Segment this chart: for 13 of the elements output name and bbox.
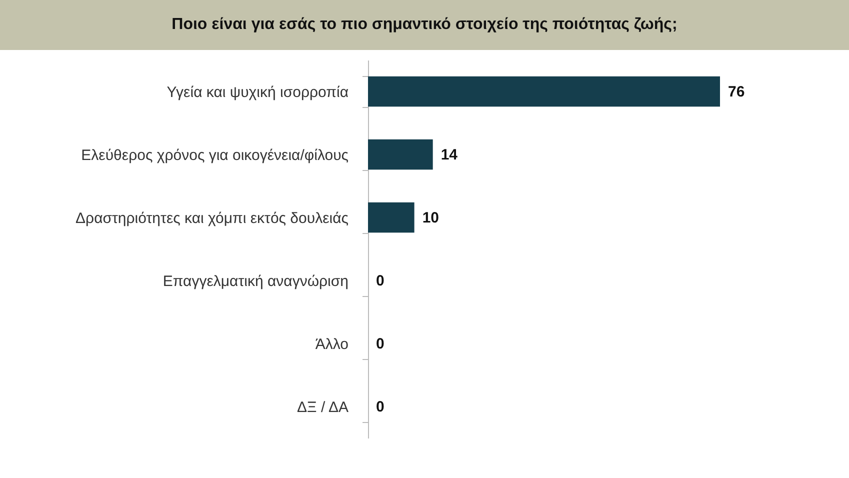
y-tick-label: Ελεύθερος χρόνος για οικογένεια/φίλους	[81, 147, 348, 164]
y-tick-label: Δραστηριότητες και χόμπι εκτός δουλειάς	[76, 210, 348, 227]
y-tick-label: Άλλο	[315, 336, 348, 353]
data-label: 0	[376, 272, 384, 290]
y-tick-label: Υγεία και ψυχική ισορροπία	[166, 84, 349, 101]
data-label: 76	[728, 84, 745, 100]
y-tick-label: Επαγγελματική αναγνώριση	[162, 273, 348, 290]
data-label: 14	[440, 146, 458, 164]
data-label: 0	[376, 398, 384, 416]
chart-title: Ποιο είναι για εσάς το πιο σημαντικό στοιχείο της ποιότητας ζωής;	[0, 0, 849, 50]
data-label: 10	[422, 210, 440, 226]
y-tick-label: ΔΞ / ΔΑ	[297, 399, 348, 416]
data-label: 0	[376, 336, 384, 352]
